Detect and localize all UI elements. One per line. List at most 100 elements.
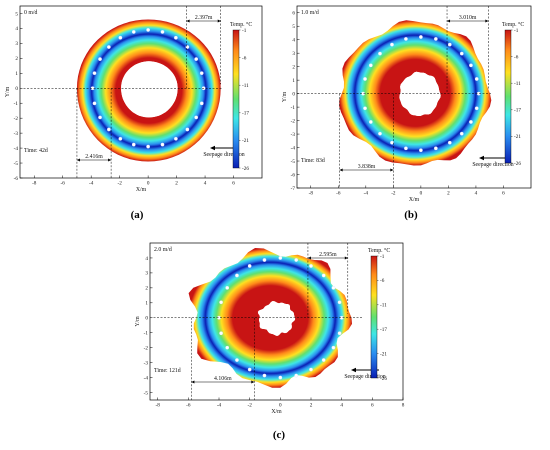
y-tick-label: -6 bbox=[291, 172, 296, 178]
y-tick-label: -2 bbox=[291, 118, 296, 124]
colorbar-title: Temp. °C bbox=[502, 21, 524, 28]
x-axis-label: X/m bbox=[271, 409, 282, 415]
freeze-pipe bbox=[337, 300, 342, 305]
y-tick-label: -5 bbox=[144, 390, 149, 396]
x-tick-label: -2 bbox=[117, 181, 122, 187]
freeze-pipe bbox=[194, 57, 199, 61]
x-tick-label: -8 bbox=[32, 181, 37, 187]
plot-frame bbox=[296, 5, 532, 189]
x-tick-label: 6 bbox=[232, 181, 235, 187]
freeze-pipe bbox=[131, 30, 136, 34]
y-tick-label: 3 bbox=[15, 41, 18, 47]
caption-b: (b) bbox=[404, 209, 418, 221]
x-axis-label: X/m bbox=[409, 197, 420, 203]
freeze-pipe bbox=[98, 57, 102, 61]
arrow-head bbox=[447, 19, 451, 23]
x-tick-label: 8 bbox=[402, 403, 405, 409]
freeze-pipe bbox=[433, 37, 438, 41]
freeze-pipe bbox=[235, 273, 239, 278]
x-tick-label: 4 bbox=[204, 181, 207, 187]
y-tick-label: 3 bbox=[145, 271, 148, 277]
freeze-pipe bbox=[194, 115, 199, 120]
frozen-wall bbox=[339, 20, 492, 166]
caption-a: (a) bbox=[131, 209, 144, 221]
x-tick-label: 4 bbox=[475, 191, 478, 197]
freeze-pipe bbox=[146, 144, 150, 149]
freeze-pipe bbox=[219, 331, 223, 336]
colorbar-tick-label: -6 bbox=[514, 54, 519, 60]
colorbar-tick-label: -17 bbox=[242, 111, 249, 117]
colorbar-tick-label: -1 bbox=[514, 28, 519, 34]
y-tick-label: -5 bbox=[14, 161, 19, 167]
freeze-pipe bbox=[309, 367, 313, 372]
panel-a: -8 -6 -4 -2 0 2 4 6 X/m -6 -5 -4 -3 -2 -1 0 1 2 3 4 5 Y/m 2.39… bbox=[5, 5, 263, 193]
freeze-pipe bbox=[390, 42, 394, 47]
freeze-pipe bbox=[363, 77, 367, 81]
x-tick-label: -6 bbox=[61, 181, 66, 187]
y-tick-label: 0 bbox=[145, 316, 148, 322]
freeze-pipe bbox=[337, 331, 342, 336]
seepage-label: Seepage direction bbox=[472, 162, 513, 168]
arrow-head bbox=[108, 158, 112, 162]
colorbar-tick-label: -17 bbox=[514, 108, 521, 114]
y-tick-label: -1 bbox=[144, 331, 149, 337]
x-tick-label: 2 bbox=[447, 191, 450, 197]
freeze-pipe bbox=[363, 106, 367, 111]
x-tick-label: -4 bbox=[89, 181, 94, 187]
y-tick-label: -3 bbox=[291, 132, 296, 138]
colorbar-tick-label: -21 bbox=[242, 138, 249, 144]
freeze-pipe bbox=[368, 120, 373, 124]
dimension-left-label: 2.416m bbox=[85, 154, 103, 160]
colorbar-tick-label: -21 bbox=[380, 351, 387, 357]
y-tick-label: 2 bbox=[15, 56, 18, 62]
y-tick-label: 1 bbox=[292, 78, 295, 84]
colorbar-tick-label: -11 bbox=[514, 81, 521, 87]
y-tick-label: 2 bbox=[292, 64, 295, 70]
colorbar-tick-label: -1 bbox=[380, 254, 385, 260]
unfrozen-core bbox=[257, 301, 296, 336]
x-tick-label: -4 bbox=[364, 191, 369, 197]
freeze-pipe bbox=[262, 258, 267, 262]
y-tick-label: -2 bbox=[144, 345, 149, 351]
x-tick-label: 6 bbox=[502, 191, 505, 197]
y-tick-label: -4 bbox=[144, 375, 149, 381]
freeze-pipe bbox=[98, 115, 102, 120]
freeze-pipe bbox=[219, 300, 223, 305]
y-axis-label: Y/m bbox=[282, 91, 288, 102]
y-tick-label: -1 bbox=[14, 101, 19, 107]
unfrozen-core bbox=[121, 61, 178, 118]
freeze-pipe bbox=[160, 142, 165, 147]
freeze-pipe bbox=[447, 42, 452, 47]
arrow-head bbox=[307, 256, 311, 260]
arrow-head bbox=[485, 19, 489, 23]
y-tick-label: 3 bbox=[292, 51, 295, 57]
y-tick-label: -5 bbox=[291, 159, 296, 165]
colorbar-tick-label: -26 bbox=[380, 376, 387, 382]
x-tick-label: -2 bbox=[248, 403, 253, 409]
freeze-pipe bbox=[419, 35, 423, 39]
freeze-pipe bbox=[199, 71, 204, 76]
freeze-pipe bbox=[459, 51, 464, 56]
freeze-pipe bbox=[185, 127, 190, 132]
colorbar-tick-label: -6 bbox=[242, 55, 247, 61]
freeze-pipe bbox=[278, 256, 283, 260]
x-tick-label: -4 bbox=[217, 403, 222, 409]
dimension-left-label: 4.106m bbox=[214, 376, 232, 382]
x-tick-label: -8 bbox=[309, 191, 314, 197]
colorbar-tick-label: -11 bbox=[380, 303, 387, 309]
colorbar bbox=[504, 29, 512, 164]
freeze-pipe bbox=[378, 131, 382, 136]
y-tick-label: 1 bbox=[15, 71, 18, 77]
freeze-pipe bbox=[92, 101, 97, 106]
x-tick-label: 0 bbox=[420, 191, 423, 197]
y-axis-label: Y/m bbox=[135, 316, 141, 327]
freeze-pipe bbox=[433, 146, 438, 151]
colorbar-tick-label: -26 bbox=[514, 161, 521, 167]
arrow-head bbox=[76, 158, 80, 162]
frozen-wall bbox=[76, 19, 221, 162]
y-tick-label: 5 bbox=[15, 11, 18, 17]
dimension-left-label: 3.838m bbox=[358, 164, 376, 170]
y-tick-label: -7 bbox=[291, 186, 296, 192]
seepage-label: Seepage direction bbox=[344, 374, 385, 380]
